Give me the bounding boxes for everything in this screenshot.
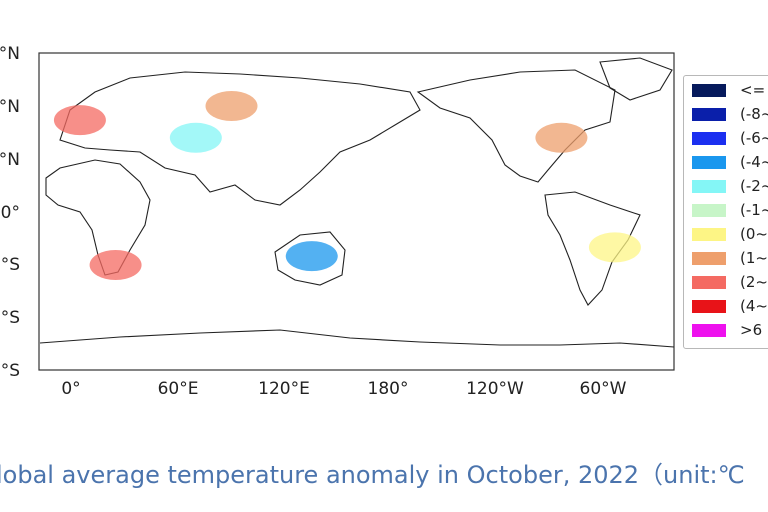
legend-item: (-2~ (692, 176, 768, 196)
x-tick-label-5: 60°W (580, 379, 627, 399)
legend-item: (0~ (692, 224, 768, 244)
legend-item: (1~ (692, 248, 768, 268)
temperature-anomaly-map: 0°N 0°N 0°N 0° 0°S 0°S 0°S 0° 60°E 120°E… (0, 44, 768, 399)
legend-item: (-8~ (692, 104, 768, 124)
australia-outline (274, 231, 346, 286)
legend-swatch (692, 179, 726, 193)
legend-item: (4~ (692, 296, 768, 316)
y-tick-label-4: 0°S (0, 255, 20, 275)
legend-label: <= (740, 81, 766, 99)
legend-label: (-8~ (740, 105, 768, 123)
anomaly-points (53, 91, 641, 280)
legend-item: >6 (692, 320, 762, 340)
map-frame (38, 52, 675, 371)
legend-label: (4~ (740, 297, 768, 315)
legend-swatch (692, 83, 726, 97)
legend-swatch (692, 323, 726, 337)
x-tick-label-0: 0° (61, 379, 80, 399)
anomaly-region-south-africa (89, 250, 142, 280)
legend-swatch (692, 227, 726, 241)
anomaly-region-australia (285, 241, 338, 272)
legend-label: (-6~ (740, 129, 768, 147)
eurasia-outline (59, 71, 421, 206)
legend: <= (-8~ (-6~ (-4~ (-2~ (-1~ (0~ (1~ (683, 75, 768, 349)
greenland-outline (599, 57, 673, 101)
figure-caption: lobal average temperature anomaly in Oct… (0, 461, 745, 489)
y-tick-label-2: 0°N (0, 150, 20, 170)
legend-item: (-4~ (692, 152, 768, 172)
legend-swatch (692, 131, 726, 145)
x-tick-label-4: 120°W (466, 379, 524, 399)
legend-label: (2~ (740, 273, 768, 291)
legend-swatch (692, 299, 726, 313)
legend-label: (1~ (740, 249, 768, 267)
anomaly-region-europe (53, 105, 106, 136)
y-tick-label-6: 0°S (0, 361, 20, 381)
anomaly-region-south-america (588, 232, 641, 263)
map-svg: 0°N 0°N 0°N 0° 0°S 0°S 0°S 0° 60°E 120°E… (0, 44, 675, 399)
anomaly-region-north-america-east (535, 122, 588, 153)
y-tick-label-0: 0°N (0, 44, 20, 64)
antarctica-outline (39, 329, 675, 348)
legend-item: (-1~ (692, 200, 768, 220)
y-tick-label-3: 0° (1, 203, 20, 223)
coastlines (39, 57, 675, 348)
legend-swatch (692, 251, 726, 265)
anomaly-region-siberia (205, 91, 258, 121)
legend-item: (2~ (692, 272, 768, 292)
legend-label: >6 (740, 321, 763, 339)
y-tick-label-5: 0°S (0, 308, 20, 328)
anomaly-region-central-asia (169, 122, 222, 153)
x-axis-labels: 0° 60°E 120°E 180° 120°W 60°W (61, 379, 626, 399)
x-tick-label-1: 60°E (158, 379, 199, 399)
legend-item: (-6~ (692, 128, 768, 148)
legend-label: (-1~ (740, 201, 768, 219)
legend-swatch (692, 155, 726, 169)
north-america-outline (416, 69, 616, 183)
legend-label: (-2~ (740, 177, 768, 195)
south-america-outline (544, 191, 641, 306)
legend-item: <= (692, 80, 765, 100)
x-tick-label-3: 180° (368, 379, 409, 399)
x-tick-label-2: 120°E (258, 379, 310, 399)
y-axis-labels: 0°N 0°N 0°N 0° 0°S 0°S 0°S (0, 44, 20, 381)
legend-label: (-4~ (740, 153, 768, 171)
legend-swatch (692, 275, 726, 289)
legend-swatch (692, 107, 726, 121)
legend-swatch (692, 203, 726, 217)
legend-label: (0~ (740, 225, 768, 243)
y-tick-label-1: 0°N (0, 97, 20, 117)
